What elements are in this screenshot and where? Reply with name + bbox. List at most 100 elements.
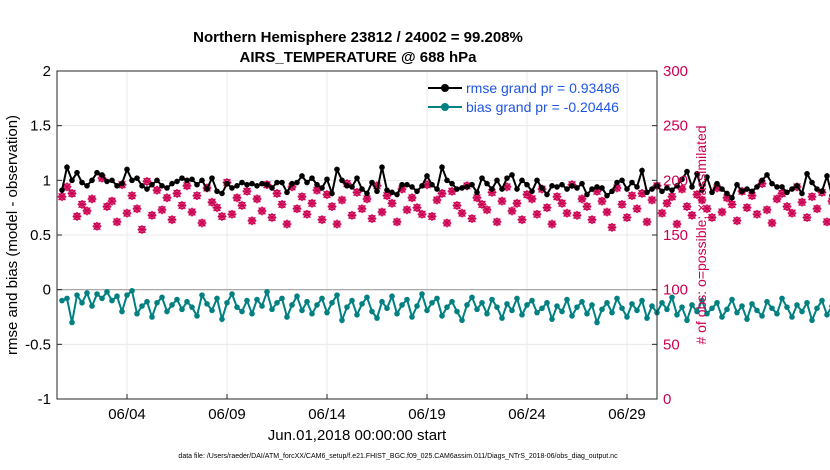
series-0-point: [799, 190, 805, 197]
obs-assimilated-point: [677, 184, 687, 194]
obs-assimilated-point: [522, 190, 532, 199]
series-0-point: [264, 181, 270, 188]
series-0-point: [809, 179, 815, 186]
obs-assimilated-mark: [677, 184, 687, 194]
series-0-point: [379, 164, 385, 171]
series-1-point: [664, 306, 670, 313]
series-0-point: [794, 183, 800, 189]
obs-assimilated-mark: [702, 204, 712, 214]
series-1-point: [74, 292, 80, 298]
obs-assimilated-point: [367, 214, 377, 223]
series-1-point: [109, 297, 115, 304]
series-0-point: [724, 190, 730, 197]
obs-assimilated-point: [172, 189, 182, 198]
obs-assimilated-point: [487, 187, 497, 197]
chart-subtitle: AIRS_TEMPERATURE @ 688 hPa: [240, 49, 478, 66]
obs-assimilated-mark: [257, 206, 267, 216]
series-0-point: [419, 183, 425, 189]
series-0-point: [714, 180, 720, 187]
obs-assimilated-mark: [717, 207, 727, 217]
series-1-point: [429, 299, 435, 306]
series-1-point: [634, 307, 640, 314]
series-1-point: [194, 313, 200, 319]
series-0-point: [639, 167, 645, 174]
obs-assimilated-point: [532, 209, 542, 219]
obs-assimilated-mark: [137, 225, 147, 234]
series-0-point: [189, 176, 195, 183]
obs-assimilated-mark: [672, 219, 682, 229]
series-1-point: [184, 298, 190, 305]
series-1-point: [139, 303, 145, 309]
obs-assimilated-point: [822, 217, 830, 227]
right-y-axis-label: # of obs: o=possible; ×=assimilated: [693, 125, 709, 344]
series-0-point: [554, 184, 560, 190]
series-0-point: [739, 188, 745, 195]
series-1-point: [389, 293, 395, 300]
series-1-point: [759, 313, 765, 319]
obs-assimilated-point: [357, 204, 367, 214]
series-1-point: [144, 298, 150, 305]
series-1-point: [459, 317, 465, 324]
series-0-point: [134, 175, 140, 181]
series-1-point: [709, 305, 715, 312]
series-1-point: [199, 292, 205, 298]
obs-assimilated-point: [542, 203, 552, 213]
obs-assimilated-point: [227, 209, 237, 219]
series-0-point: [759, 177, 765, 184]
obs-assimilated-point: [77, 199, 87, 209]
series-0-point: [699, 187, 705, 193]
x-tick-label-5: 06/29: [608, 406, 646, 423]
series-1-point: [794, 302, 800, 308]
series-0-point: [374, 188, 380, 195]
obs-assimilated-mark: [612, 183, 622, 193]
series-0-point: [124, 166, 130, 173]
right-y-tick-label-1: 50: [663, 336, 680, 353]
obs-assimilated-mark: [107, 196, 117, 206]
series-0-point: [304, 179, 310, 186]
series-0-point: [589, 186, 595, 192]
obs-assimilated-point: [577, 194, 587, 204]
obs-assimilated-point: [602, 207, 612, 217]
series-1-point: [314, 302, 320, 308]
obs-assimilated-point: [672, 219, 682, 229]
obs-assimilated-point: [372, 181, 382, 191]
right-y-tick-label-2: 100: [663, 282, 688, 299]
obs-assimilated-mark: [482, 205, 492, 215]
series-0-point: [709, 189, 715, 196]
series-1-point: [164, 308, 170, 315]
series-1-point: [284, 314, 290, 320]
series-0-point: [209, 175, 215, 181]
right-y-tick-label-5: 250: [663, 118, 688, 135]
obs-assimilated-point: [182, 181, 192, 191]
series-1-point: [599, 306, 605, 313]
series-1-point: [769, 305, 775, 312]
series-1-point: [189, 304, 195, 310]
obs-assimilated-mark: [712, 183, 722, 193]
obs-assimilated-point: [397, 184, 407, 194]
series-1-point: [369, 308, 375, 315]
obs-assimilated-point: [412, 203, 422, 213]
series-1-point: [274, 299, 280, 306]
obs-assimilated-point: [332, 219, 342, 229]
series-0-point: [629, 179, 635, 186]
series-1-point: [534, 309, 540, 316]
obs-assimilated-mark: [162, 193, 172, 203]
series-group: [59, 163, 830, 326]
series-0-point: [819, 188, 825, 195]
series-0-point: [424, 173, 430, 179]
obs-assimilated-point: [167, 215, 177, 225]
series-1-point: [154, 299, 160, 306]
obs-assimilated-point: [407, 193, 417, 203]
series-0-point: [689, 184, 695, 190]
y-tick-label-6: 2: [43, 63, 51, 80]
obs-assimilated-point: [597, 196, 607, 206]
series-1-point: [724, 306, 730, 313]
obs-assimilated-point: [92, 221, 102, 231]
series-0-point: [534, 177, 540, 184]
series-1-point: [234, 304, 240, 310]
obs-assimilated-point: [592, 186, 602, 196]
series-1-point: [749, 301, 755, 307]
series-1-point: [214, 295, 220, 302]
obs-assimilated-point: [417, 209, 427, 219]
obs-assimilated-point: [277, 199, 287, 209]
